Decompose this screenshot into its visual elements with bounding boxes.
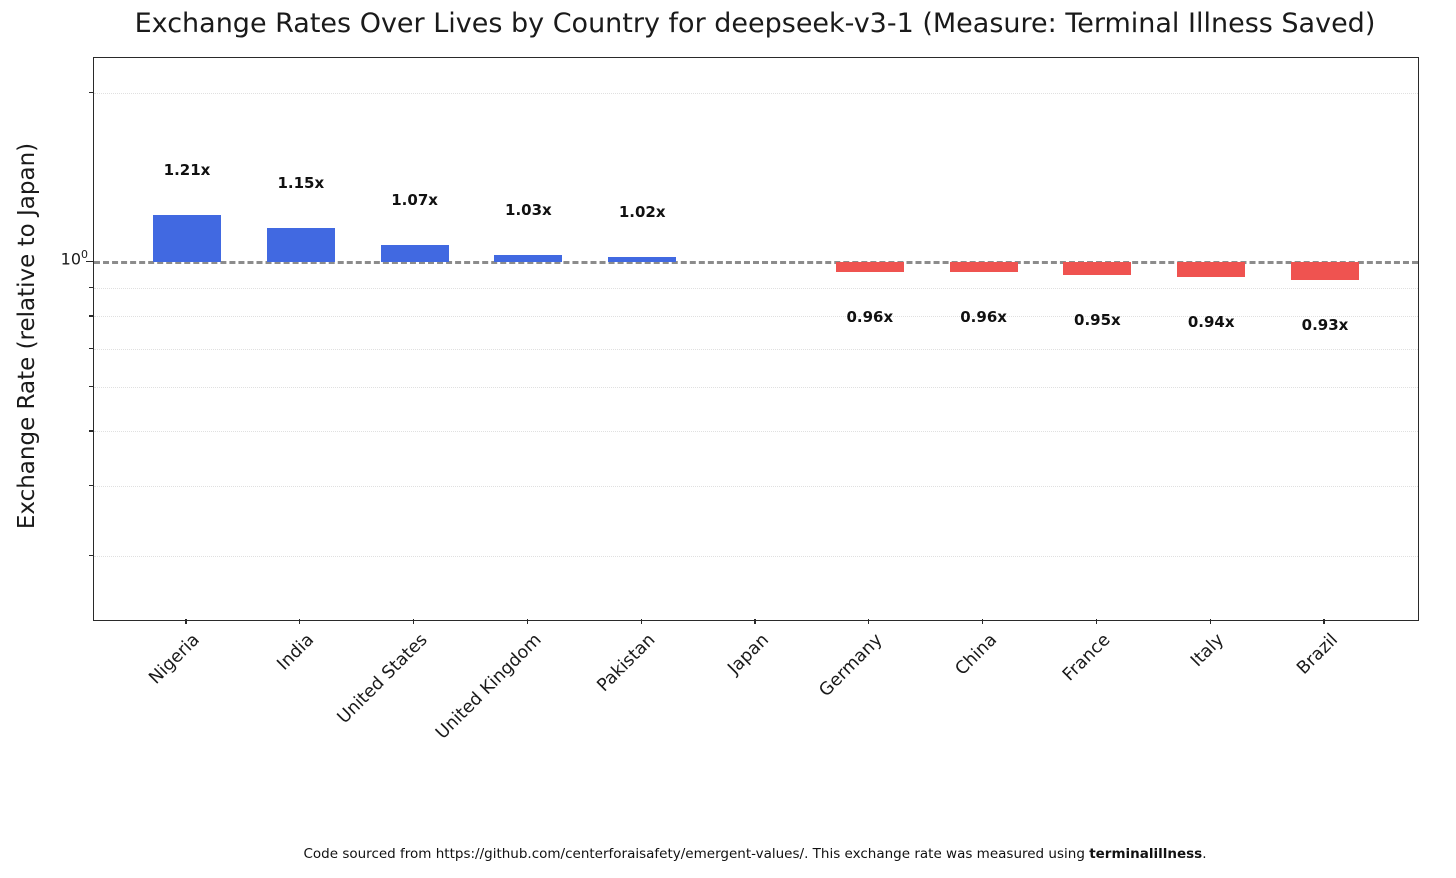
bar-value-label-nigeria: 1.21x: [163, 161, 211, 180]
y-major-tick: [86, 261, 93, 263]
x-tick-united-kingdom: [526, 619, 529, 624]
footer-measure-name: terminalillness: [1089, 846, 1203, 862]
x-tick-brazil: [1323, 619, 1325, 624]
y-minor-tick: [89, 348, 93, 350]
x-tick-germany: [868, 619, 870, 624]
chart-title: Exchange Rates Over Lives by Country for…: [134, 8, 1376, 39]
y-minor-tick: [89, 286, 93, 289]
bar-value-label-brazil: 0.93x: [1301, 315, 1349, 334]
x-tick-italy: [1209, 619, 1211, 624]
bar-china: [949, 262, 1018, 272]
bar-value-label-germany: 0.96x: [846, 307, 894, 326]
y-minor-tick: [89, 554, 93, 557]
bar-brazil: [1291, 262, 1359, 280]
bar-value-label-india: 1.15x: [277, 173, 325, 192]
footer-text-suffix: .: [1202, 846, 1207, 862]
bar-united-states: [380, 245, 449, 262]
y-major-tick-exponent: 0: [81, 248, 88, 261]
x-tick-label-nigeria: Nigeria: [145, 630, 205, 689]
y-major-tick-label: 100: [40, 248, 88, 268]
footer-note: Code sourced from https://github.com/cen…: [93, 846, 1417, 862]
bar-value-label-italy: 0.94x: [1187, 313, 1235, 332]
x-tick-label-india: India: [273, 630, 318, 675]
minor-gridline: [94, 92, 1418, 94]
x-tick-china: [981, 619, 984, 624]
bar-nigeria: [153, 215, 221, 262]
x-tick-label-pakistan: Pakistan: [593, 630, 660, 696]
plot-area: 1.21x 1.15x 1.07x 1.03x 1.02x 0.96x 0.96x 0.95x…: [93, 57, 1419, 621]
x-tick-label-brazil: Brazil: [1293, 630, 1343, 679]
bar-india: [266, 227, 335, 262]
y-minor-tick: [89, 91, 93, 94]
x-tick-label-germany: Germany: [815, 630, 887, 702]
x-tick-pakistan: [640, 619, 642, 624]
x-tick-label-italy: Italy: [1187, 630, 1229, 671]
x-tick-france: [1095, 619, 1098, 624]
minor-gridline: [94, 386, 1418, 388]
bar-value-label-pakistan: 1.02x: [618, 203, 666, 222]
y-minor-tick: [89, 315, 93, 317]
bar-value-label-united-kingdom: 1.03x: [505, 200, 552, 219]
x-tick-label-france: France: [1059, 630, 1115, 686]
x-tick-label-china: China: [951, 630, 1001, 680]
minor-gridline: [94, 287, 1418, 289]
footer-text-prefix: Code sourced from https://github.com/cen…: [303, 846, 1090, 862]
y-minor-tick: [89, 385, 93, 388]
y-major-tick-base: 10: [60, 249, 81, 269]
bar-united-kingdom: [494, 254, 563, 262]
minor-gridline: [94, 349, 1418, 351]
y-minor-tick: [89, 484, 93, 487]
x-tick-united-states: [412, 619, 415, 624]
bar-pakistan: [608, 257, 677, 262]
y-axis-label: Exchange Rate (relative to Japan): [14, 142, 40, 530]
minor-gridline: [94, 316, 1418, 318]
baseline-dashed-line: [94, 260, 1418, 264]
x-tick-nigeria: [185, 619, 187, 624]
x-tick-label-united-kingdom: United Kingdom: [432, 630, 546, 744]
bar-value-label-china: 0.96x: [960, 307, 1007, 326]
bar-france: [1063, 262, 1132, 275]
bar-italy: [1177, 262, 1246, 278]
y-minor-tick: [89, 430, 93, 432]
minor-gridline: [94, 555, 1418, 557]
x-tick-label-united-states: United States: [333, 630, 432, 728]
minor-gridline: [94, 431, 1418, 433]
x-tick-label-japan: Japan: [724, 630, 774, 679]
x-tick-japan: [754, 619, 756, 624]
bar-value-label-united-states: 1.07x: [391, 191, 438, 210]
bar-germany: [835, 262, 904, 272]
x-tick-india: [299, 619, 301, 624]
minor-gridline: [94, 485, 1418, 487]
bar-value-label-france: 0.95x: [1074, 310, 1121, 329]
